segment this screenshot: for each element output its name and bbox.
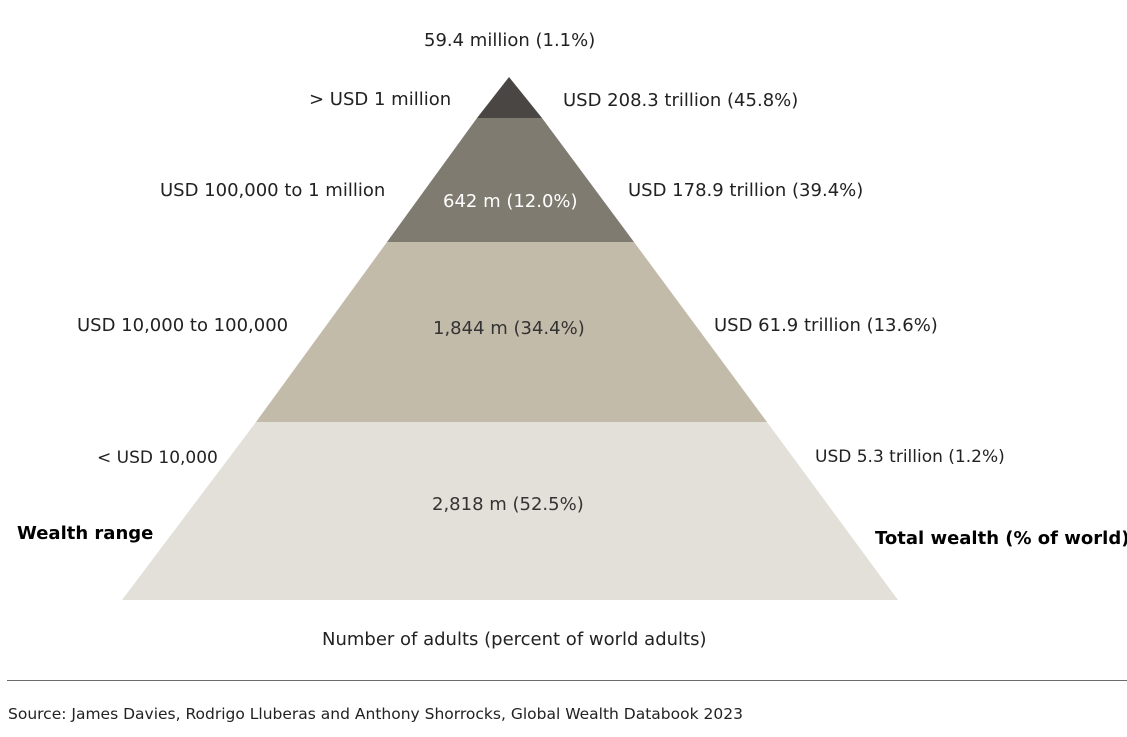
bottom-label: Number of adults (percent of world adult… <box>322 629 707 650</box>
left-heading: Wealth range <box>17 523 154 544</box>
wealth-label-tier-2: USD 178.9 trillion (39.4%) <box>628 180 864 201</box>
pyramid-tier-2 <box>387 118 634 242</box>
range-label-tier-3: USD 10,000 to 100,000 <box>77 315 289 336</box>
adults-label-tier-2: 642 m (12.0%) <box>443 191 578 212</box>
wealth-label-tier-1: USD 208.3 trillion (45.8%) <box>563 90 799 111</box>
source-note: Source: James Davies, Rodrigo Lluberas a… <box>8 705 743 723</box>
wealth-label-tier-4: USD 5.3 trillion (1.2%) <box>815 447 1005 467</box>
top-count-label: 59.4 million (1.1%) <box>424 30 596 51</box>
range-label-tier-1: > USD 1 million <box>309 89 452 110</box>
range-label-tier-4: < USD 10,000 <box>97 448 218 468</box>
range-label-tier-2: USD 100,000 to 1 million <box>160 180 386 201</box>
adults-label-tier-4: 2,818 m (52.5%) <box>432 494 584 515</box>
right-heading: Total wealth (% of world) <box>875 528 1127 549</box>
adults-label-tier-3: 1,844 m (34.4%) <box>433 318 585 339</box>
divider <box>7 680 1127 681</box>
pyramid-tier-4 <box>122 422 898 600</box>
wealth-label-tier-3: USD 61.9 trillion (13.6%) <box>714 315 938 336</box>
pyramid-tier-3 <box>256 242 767 422</box>
pyramid-tier-1 <box>477 77 542 118</box>
